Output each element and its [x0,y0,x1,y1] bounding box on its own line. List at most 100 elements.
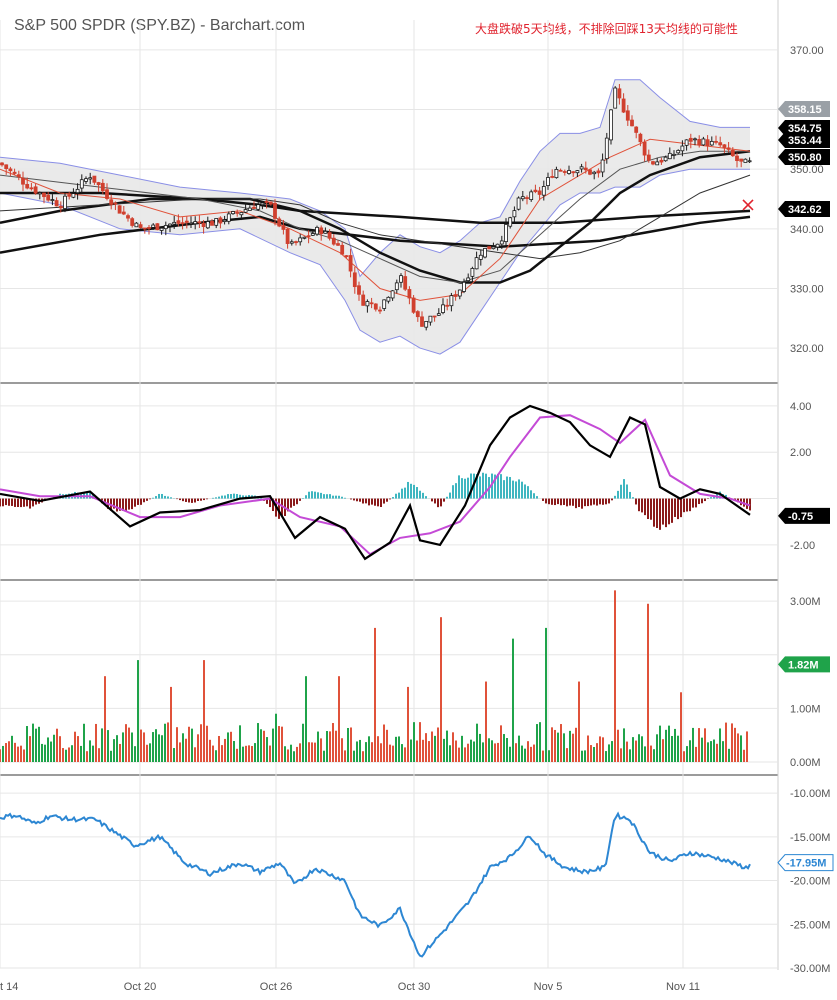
macd-histogram-bar [239,494,241,499]
macd-histogram-bar [362,498,364,504]
candle-body [336,243,340,246]
volume-bar [146,744,148,762]
candle-body [184,220,189,223]
macd-histogram-bar [677,498,679,520]
candle-body [726,147,731,150]
macd-histogram-bar [470,473,472,499]
cross-marker-icon [742,199,754,211]
macd-histogram-bar [188,498,190,503]
macd-histogram-bar [683,498,685,513]
volume-bar [71,745,73,762]
macd-histogram-bar [203,498,205,501]
volume-bar [80,745,82,762]
volume-bar [65,749,67,762]
volume-bar [491,740,493,762]
volume-bar [344,750,346,762]
volume-bar [602,737,604,762]
volume-bar [194,747,196,762]
macd-histogram-bar [440,498,442,507]
volume-bar [110,750,112,762]
y-tick-label: 4.00 [790,401,811,413]
candle-body [176,220,181,224]
price-badge: 342.62 [778,201,830,217]
volume-bar [542,750,544,762]
macd-histogram-bar [248,494,250,499]
candle-body [289,241,294,244]
candle-body [466,277,471,282]
candle-body [84,178,88,182]
volume-bar [410,739,412,762]
volume-bar [458,747,460,762]
macd-histogram-bar [425,496,427,499]
macd-histogram-bar [392,497,394,499]
y-tick-label: -20.00M [790,876,830,888]
macd-histogram-bar [221,495,223,499]
candle-body [588,169,592,175]
macd-histogram-bar [422,492,424,499]
macd-histogram-bar [590,498,592,506]
volume-bar [311,742,313,762]
macd-histogram-bar [278,498,280,519]
volume-bar [470,739,472,762]
volume-bar [386,729,388,762]
volume-bar [287,749,289,762]
candle-body [474,257,479,270]
candle-body [369,302,374,305]
volume-bar [515,743,517,762]
macd-histogram-bar [146,498,148,501]
macd-histogram-bar [227,494,229,499]
volume-bar [362,751,364,762]
macd-histogram-bar [341,496,343,499]
volume-bar [44,744,46,762]
volume-bar [512,638,514,762]
volume-bar [488,738,490,762]
macd-histogram-bar [11,498,13,506]
candle-body [600,159,605,173]
volume-bar [611,741,613,762]
volume-bar [437,727,439,762]
volume-bar [461,735,463,762]
candle-body [562,171,567,173]
volume-bar [398,736,400,762]
volume-bar [203,660,205,762]
candle-body [604,137,609,160]
candle-body [138,224,143,229]
y-tick-label: -10.00M [790,788,830,800]
volume-bar [614,590,616,762]
candle-body [323,230,328,234]
macd-histogram-bar [320,492,322,499]
macd-histogram-bar [338,495,340,499]
candle-body [483,248,487,258]
volume-bar [422,739,424,762]
macd-histogram-bar [689,498,691,512]
candle-body [651,161,655,165]
candle-body [231,211,235,215]
candle-body [470,268,475,277]
candle-body [508,217,513,227]
volume-bar [200,724,202,762]
macd-histogram-bar [122,498,124,511]
macd-histogram-bar [653,498,655,527]
volume-bar [452,732,454,762]
macd-histogram-bar [401,488,403,499]
candle-body [684,139,689,146]
macd-histogram-bar [608,498,610,504]
macd-histogram-bar [602,498,604,505]
volume-bar [302,723,304,762]
macd-histogram-bar [476,474,478,499]
candle-body [273,202,277,219]
macd-histogram-bar [680,498,682,518]
candle-body [680,145,685,152]
macd-histogram-bar [293,498,295,506]
candle-body [256,204,261,210]
volume-bar [710,741,712,762]
x-tick-label: Nov 11 [666,981,700,993]
candle-body [113,202,118,205]
x-tick-label: Nov 5 [534,981,563,993]
volume-bar [233,741,235,762]
y-tick-label: 330.00 [790,283,824,295]
candle-body [382,299,387,309]
volume-bar [632,737,634,762]
badge-label: 358.15 [788,104,822,116]
macd-histogram-bar [665,498,667,528]
